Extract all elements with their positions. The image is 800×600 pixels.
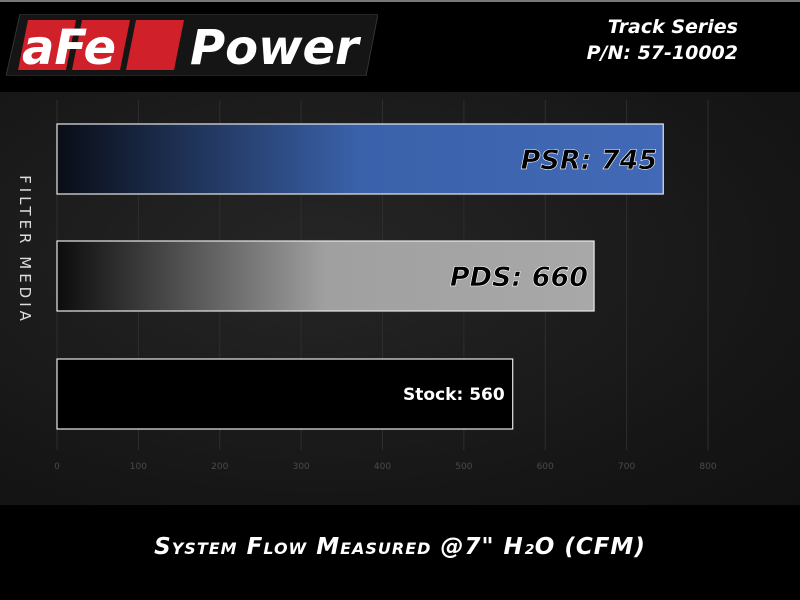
data-label: PDS: 660 (450, 262, 588, 293)
x-tick-label: 800 (699, 462, 716, 472)
data-label: Stock: 560 (403, 385, 505, 405)
bar-stock (56, 358, 514, 430)
x-tick-label: 400 (374, 462, 391, 472)
svg-text:Power: Power (190, 20, 362, 76)
x-tick-label: 600 (537, 462, 554, 472)
x-tick-label: 300 (293, 462, 310, 472)
afe-power-logo: aFe Power (6, 14, 378, 76)
series-title: Track Series (607, 16, 738, 38)
svg-text:aFe: aFe (22, 20, 116, 76)
top-border (0, 0, 800, 2)
data-label: PSR: 745 (521, 145, 658, 176)
x-tick-label: 500 (455, 462, 472, 472)
part-number: P/N: 57-10002 (586, 42, 738, 64)
x-axis-label: System Flow Measured @7" H₂O (CFM) (154, 534, 646, 560)
x-tick-label: 200 (211, 462, 228, 472)
bar-pds (56, 240, 595, 312)
x-tick-label: 100 (130, 462, 147, 472)
x-tick-label: 0 (54, 462, 60, 472)
bar-psr (56, 123, 664, 195)
x-tick-label: 700 (618, 462, 635, 472)
